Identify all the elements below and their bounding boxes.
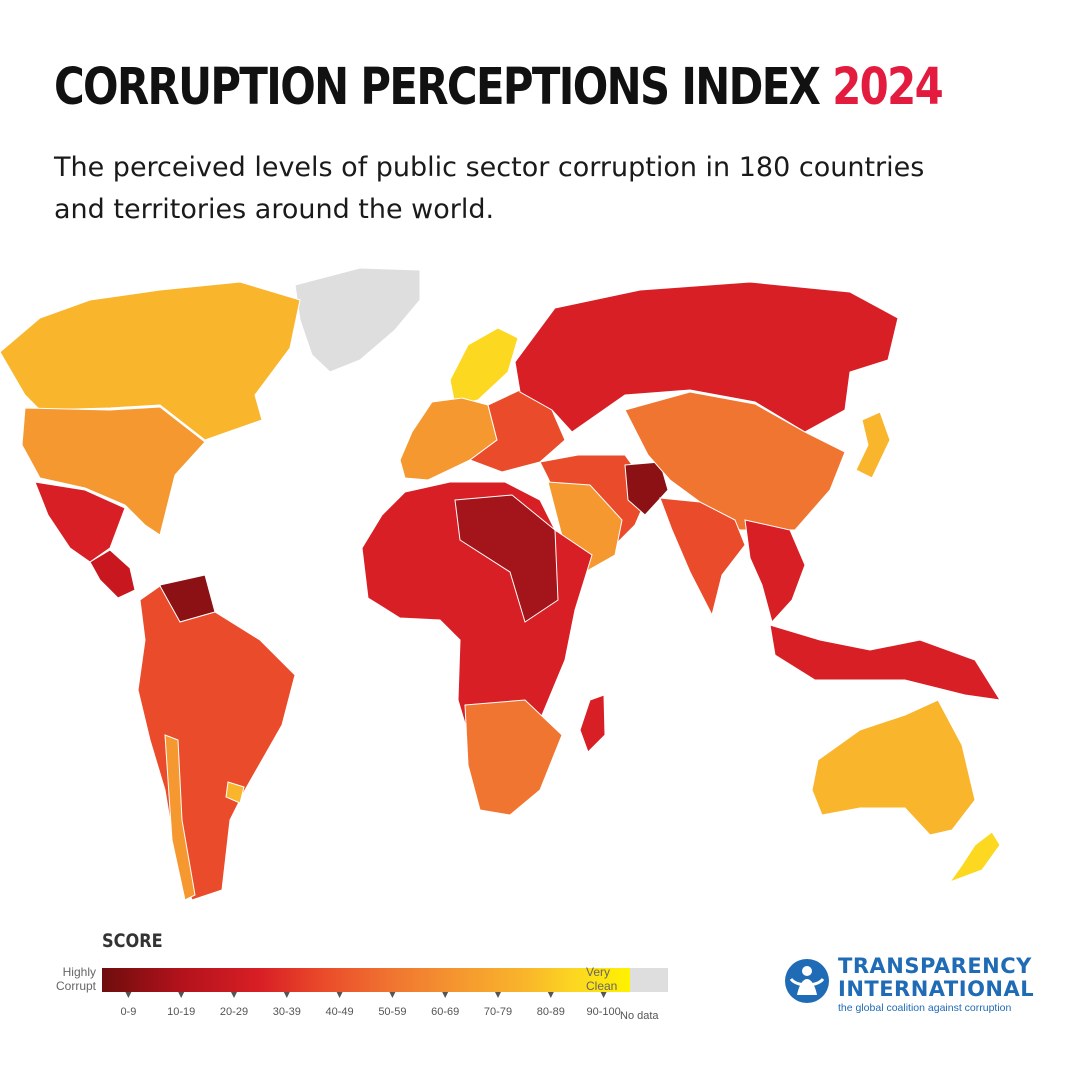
legend-tick-60-69: [442, 992, 449, 998]
legend-tick-20-29: [231, 992, 237, 998]
region-nordics: [449, 327, 519, 406]
legend-tick-70-79: [495, 992, 501, 998]
legend-range-label-50-59: 50-59: [378, 1006, 407, 1018]
legend-range-label-10-19: 10-19: [167, 1006, 196, 1018]
region-south-america: [137, 585, 296, 901]
legend-range-label-20-29: 20-29: [219, 1006, 249, 1018]
region-southeast-asia: [744, 519, 806, 624]
legend-range-label-0-9: 0-9: [120, 1006, 137, 1018]
region-central-america: [89, 549, 136, 599]
legend-color-scale: [102, 968, 630, 992]
region-mexico: [34, 481, 126, 563]
legend-no-data-swatch: [630, 968, 668, 992]
region-uruguay: [225, 781, 245, 804]
legend-tick-30-39: [283, 992, 290, 998]
legend-high-line1: Very: [586, 965, 611, 979]
region-usa: [21, 406, 206, 536]
region-southern-africa: [464, 699, 563, 816]
legend-low-label: Highly Corrupt: [50, 965, 96, 993]
legend-tick-0-9: [125, 992, 132, 998]
region-indonesia: [769, 624, 1001, 701]
score-legend: SCORE Highly Corrupt Very Clean 0-9 10-19…: [50, 930, 690, 1040]
legend-high-label: Very Clean: [586, 965, 617, 993]
title-year: 2024: [832, 58, 943, 117]
legend-low-line2: Corrupt: [55, 979, 96, 993]
transparency-international-logo: TRANSPARENCY INTERNATIONAL the global co…: [783, 954, 1035, 1025]
region-western-europe: [399, 397, 498, 481]
legend-range-label-70-79: 70-79: [483, 1006, 513, 1018]
legend-tick-50-59: [389, 992, 396, 998]
legend-tick-80-89: [547, 992, 554, 998]
region-china: [624, 391, 846, 531]
page-title: CORRUPTION PERCEPTIONS INDEX 2024: [54, 58, 944, 117]
world-map: [0, 267, 1001, 901]
page-subtitle: The perceived levels of public sector co…: [54, 152, 925, 225]
legend-range-label-60-69: 60-69: [431, 1006, 460, 1018]
ti-globe-icon: [785, 959, 829, 1003]
legend-high-line2: Clean: [586, 979, 618, 993]
legend-tick-90-100: [600, 992, 607, 998]
legend-ticks: [125, 992, 607, 998]
region-india: [659, 497, 746, 617]
region-australia: [811, 699, 976, 836]
legend-range-label-40-49: 40-49: [325, 1006, 354, 1018]
legend-tick-labels: 0-9 10-19 20-29 30-39 40-49 50-59 60-69 70-79 80…: [102, 1006, 630, 1022]
legend-tick-40-49: [336, 992, 343, 998]
region-chile: [164, 734, 196, 901]
title-text: CORRUPTION PERCEPTIONS INDEX: [54, 58, 821, 117]
region-new-zealand: [948, 831, 1001, 884]
region-madagascar: [579, 694, 606, 753]
legend-no-data-label: No data: [620, 1010, 659, 1022]
region-greenland: [294, 267, 421, 373]
logo-name-line1: TRANSPARENCY: [838, 954, 1032, 978]
logo-name-line2: INTERNATIONAL: [838, 977, 1035, 1001]
legend-range-label-80-89: 80-89: [536, 1006, 565, 1018]
legend-range-label-90-100: 90-100: [586, 1006, 621, 1018]
legend-tick-10-19: [178, 992, 185, 998]
legend-low-line1: Highly: [62, 965, 96, 979]
legend-title: SCORE: [102, 930, 163, 952]
legend-range-label-30-39: 30-39: [272, 1006, 301, 1018]
region-libya-sudan: [454, 494, 559, 623]
region-russia: [514, 281, 899, 433]
logo-tagline: the global coalition against corruption: [838, 1002, 1012, 1014]
region-japan: [855, 411, 891, 479]
